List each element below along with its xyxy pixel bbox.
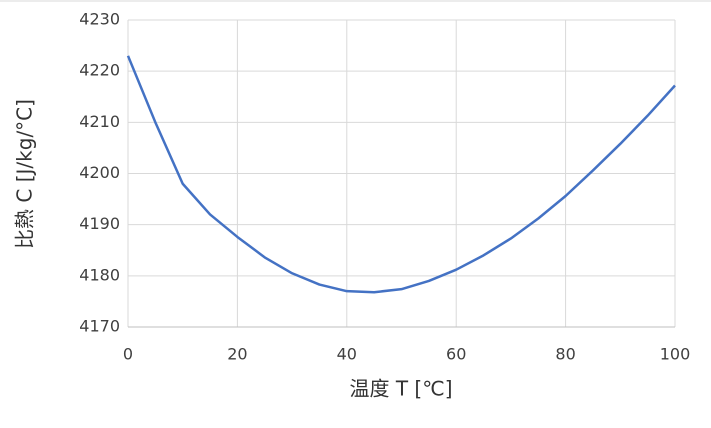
y-axis-title: 比熱 C [J/kg/°C] [13, 99, 37, 249]
y-tick-label: 4180 [79, 265, 120, 284]
x-tick-label: 80 [555, 345, 575, 364]
y-tick-label: 4220 [79, 61, 120, 80]
x-tick-label: 20 [227, 345, 247, 364]
y-tick-label: 4200 [79, 163, 120, 182]
x-axis-title: 温度 T [℃] [350, 377, 453, 401]
x-tick-label: 0 [123, 345, 133, 364]
y-tick-label: 4190 [79, 214, 120, 233]
y-tick-label: 4210 [79, 112, 120, 131]
line-series [126, 55, 676, 294]
x-tick-label: 40 [337, 345, 357, 364]
x-tick-label: 100 [660, 345, 691, 364]
y-tick-label: 4230 [79, 10, 120, 29]
x-tick-label: 60 [446, 345, 466, 364]
y-tick-label: 4170 [79, 317, 120, 336]
